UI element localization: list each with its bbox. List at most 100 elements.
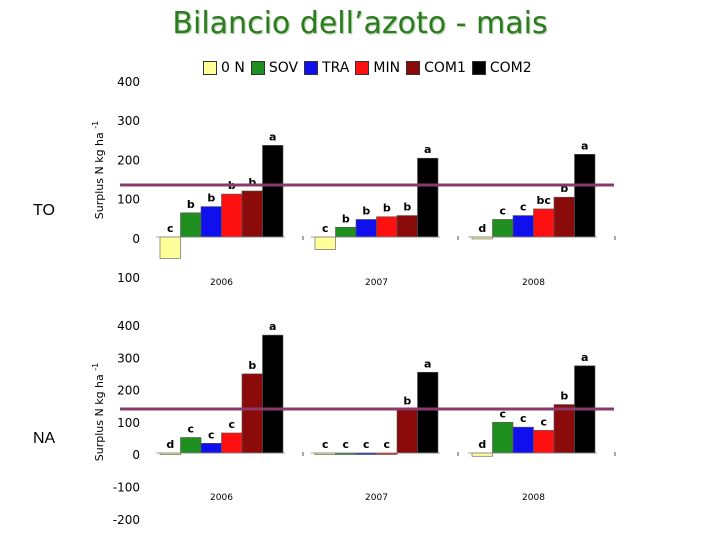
significance-letter: c bbox=[499, 204, 506, 217]
significance-letter: a bbox=[581, 139, 588, 152]
bar bbox=[241, 190, 263, 238]
y-tick-label: 100 bbox=[117, 271, 140, 285]
legend-item-com1: COM1 bbox=[406, 60, 466, 76]
y-axis-label: Surplus N kg ha -1 bbox=[91, 363, 106, 461]
bar bbox=[262, 334, 284, 454]
significance-letter: c bbox=[167, 222, 174, 235]
y-tick-label: 0 bbox=[132, 448, 140, 462]
significance-letter: c bbox=[342, 438, 349, 451]
legend-item-com2: COM2 bbox=[471, 60, 532, 76]
bar bbox=[512, 426, 534, 454]
legend-label-0n: 0 N bbox=[221, 60, 245, 76]
legend-swatch-min bbox=[355, 61, 370, 75]
significance-letter: d bbox=[478, 438, 486, 451]
y-tick-label: 200 bbox=[117, 384, 140, 398]
significance-letter: b bbox=[248, 359, 256, 372]
panel-label-na: NA bbox=[33, 430, 56, 447]
bar bbox=[512, 215, 534, 238]
bar bbox=[180, 437, 202, 454]
legend-swatch-com1 bbox=[406, 61, 421, 75]
significance-letter: c bbox=[322, 222, 329, 235]
legend-item-0n: 0 N bbox=[203, 60, 245, 76]
bar bbox=[553, 196, 575, 238]
bar bbox=[355, 219, 377, 238]
significance-letter: b bbox=[207, 192, 215, 205]
significance-letter: a bbox=[424, 357, 431, 370]
significance-letter: b bbox=[403, 201, 411, 214]
x-category-label: 2006 bbox=[210, 278, 233, 288]
bar bbox=[376, 216, 398, 238]
bar bbox=[241, 373, 263, 454]
significance-letter: b bbox=[403, 394, 411, 407]
legend-label-com2: COM2 bbox=[489, 60, 532, 76]
x-category-label: 2008 bbox=[522, 493, 545, 503]
significance-letter: c bbox=[499, 407, 506, 420]
y-tick-label: 400 bbox=[117, 319, 140, 333]
bar bbox=[471, 452, 493, 457]
y-tick-label: 300 bbox=[117, 114, 140, 128]
significance-letter: c bbox=[208, 428, 215, 441]
x-category-label: 2006 bbox=[210, 493, 233, 503]
y-tick-label: 300 bbox=[117, 351, 140, 365]
legend-label-sov: SOV bbox=[268, 60, 299, 76]
bar bbox=[200, 206, 222, 238]
significance-letter: c bbox=[383, 438, 390, 451]
chart-legend: 0 N SOV TRA MIN COM1 COM2 bbox=[203, 58, 532, 78]
significance-letter: a bbox=[581, 351, 588, 364]
legend-label-com1: COM1 bbox=[424, 60, 466, 76]
significance-letter: b bbox=[383, 202, 391, 215]
bar bbox=[159, 236, 181, 259]
x-category-label: 2007 bbox=[365, 493, 388, 503]
bar bbox=[314, 236, 336, 250]
legend-label-min: MIN bbox=[373, 60, 401, 76]
bar bbox=[417, 371, 439, 454]
legend-swatch-tra bbox=[304, 61, 319, 75]
y-tick-label: 100 bbox=[117, 416, 140, 430]
y-tick-label: 400 bbox=[117, 75, 140, 89]
y-tick-label: -200 bbox=[113, 513, 140, 527]
significance-letter: b bbox=[560, 182, 568, 195]
significance-letter: a bbox=[269, 130, 276, 143]
bar bbox=[492, 422, 514, 454]
significance-letter: a bbox=[269, 320, 276, 333]
slide-title: Bilancio dell’azoto - mais bbox=[172, 6, 548, 41]
significance-letter: c bbox=[187, 422, 194, 435]
y-axis-label-exponent: -1 bbox=[91, 363, 100, 371]
bar bbox=[200, 443, 222, 454]
bar bbox=[553, 404, 575, 454]
bar bbox=[180, 212, 202, 238]
significance-letter: c bbox=[540, 415, 547, 428]
legend-item-min: MIN bbox=[355, 60, 400, 76]
significance-letter: b bbox=[187, 198, 195, 211]
bar bbox=[221, 193, 243, 238]
significance-letter: b bbox=[342, 212, 350, 225]
bar bbox=[533, 208, 555, 238]
legend-item-tra: TRA bbox=[304, 60, 349, 76]
y-tick-label: 0 bbox=[132, 232, 140, 246]
significance-letter: b bbox=[248, 176, 256, 189]
x-category-label: 2008 bbox=[522, 278, 545, 288]
significance-letter: c bbox=[228, 418, 235, 431]
bar bbox=[396, 409, 418, 454]
bar bbox=[574, 154, 596, 238]
bar bbox=[335, 226, 357, 238]
significance-letter: b bbox=[560, 390, 568, 403]
significance-letter: bc bbox=[537, 194, 551, 207]
significance-letter: c bbox=[322, 438, 329, 451]
y-tick-label: 200 bbox=[117, 153, 140, 167]
y-tick-label: 100 bbox=[117, 193, 140, 207]
legend-swatch-0n bbox=[203, 61, 217, 75]
significance-letter: c bbox=[520, 201, 527, 214]
bar bbox=[417, 157, 439, 238]
bar bbox=[396, 215, 418, 238]
panel-label-to: TO bbox=[33, 202, 55, 219]
significance-letter: d bbox=[166, 438, 174, 451]
bar bbox=[262, 145, 284, 238]
legend-swatch-com2 bbox=[471, 61, 486, 75]
legend-item-sov: SOV bbox=[250, 60, 299, 76]
y-axis-label: Surplus N kg ha -1 bbox=[91, 121, 106, 219]
significance-letter: d bbox=[478, 222, 486, 235]
significance-letter: a bbox=[424, 143, 431, 156]
bar bbox=[533, 430, 555, 454]
